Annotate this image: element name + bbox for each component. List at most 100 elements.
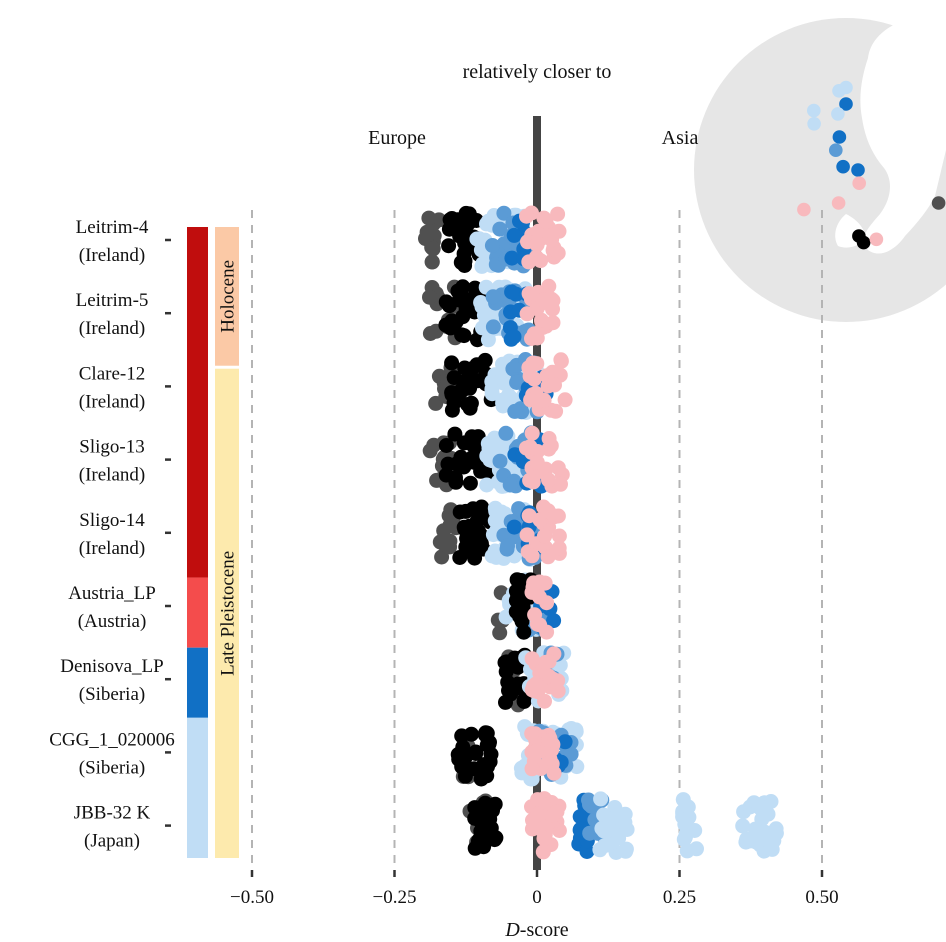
data-point bbox=[593, 791, 609, 807]
map-site-8 bbox=[836, 159, 850, 174]
x-axis: −0.50 −0.25 0 0.25 0.50 bbox=[230, 870, 839, 908]
data-point bbox=[492, 453, 508, 469]
data-point bbox=[541, 472, 556, 488]
data-point bbox=[491, 506, 507, 522]
data-point bbox=[763, 794, 779, 809]
data-point bbox=[524, 548, 540, 564]
zero-line bbox=[533, 116, 541, 870]
data-point bbox=[456, 328, 472, 344]
data-point bbox=[519, 527, 535, 543]
data-point bbox=[483, 746, 499, 762]
sample-name-0: Leitrim-4 bbox=[76, 217, 149, 238]
data-point bbox=[526, 326, 542, 342]
data-point bbox=[484, 381, 500, 397]
period-band-1 bbox=[215, 368, 239, 858]
data-point bbox=[546, 613, 562, 629]
data-point bbox=[680, 799, 696, 815]
map-site-4 bbox=[807, 103, 821, 118]
europe-label: Europe bbox=[368, 127, 426, 149]
data-point bbox=[497, 655, 513, 670]
map-site-16 bbox=[869, 232, 884, 247]
data-point bbox=[536, 831, 552, 847]
data-point bbox=[532, 589, 547, 605]
data-point bbox=[540, 549, 556, 565]
data-point bbox=[457, 750, 473, 766]
data-point bbox=[438, 438, 454, 453]
data-point bbox=[444, 211, 460, 226]
sample-name-3: Sligo-13 bbox=[79, 437, 144, 458]
data-point bbox=[735, 818, 751, 834]
cluster-7 bbox=[450, 719, 585, 787]
period-band-0 bbox=[215, 227, 239, 366]
data-point bbox=[463, 544, 479, 560]
data-point bbox=[534, 312, 549, 328]
data-point bbox=[509, 572, 525, 588]
data-point bbox=[422, 443, 438, 459]
data-point bbox=[679, 843, 695, 859]
data-point bbox=[541, 733, 557, 749]
data-point bbox=[421, 210, 437, 226]
sample-region-5: (Austria) bbox=[78, 611, 147, 632]
data-point bbox=[618, 843, 634, 859]
data-point bbox=[469, 504, 485, 520]
data-point bbox=[551, 540, 567, 556]
data-point bbox=[484, 238, 500, 253]
map-site-9 bbox=[851, 163, 865, 177]
sample-region-6: (Siberia) bbox=[79, 684, 145, 705]
x-tick-label-3: 0.25 bbox=[663, 887, 696, 908]
data-point bbox=[569, 759, 585, 775]
data-point bbox=[442, 518, 458, 533]
data-point bbox=[519, 306, 535, 322]
sample-name-1: Leitrim-5 bbox=[76, 290, 149, 311]
data-point bbox=[550, 245, 566, 261]
data-point bbox=[537, 528, 553, 544]
data-point bbox=[579, 844, 595, 859]
data-point bbox=[617, 806, 633, 822]
cluster-4 bbox=[432, 499, 567, 567]
data-point bbox=[479, 477, 495, 493]
data-point bbox=[550, 206, 566, 222]
data-point bbox=[528, 676, 544, 692]
data-point bbox=[447, 426, 463, 442]
data-point bbox=[476, 307, 492, 323]
sample-region-1: (Ireland) bbox=[79, 318, 145, 339]
data-point bbox=[543, 438, 559, 454]
data-point bbox=[551, 528, 567, 544]
cluster-5 bbox=[490, 572, 562, 641]
data-point bbox=[551, 223, 567, 239]
map-site-3 bbox=[831, 107, 845, 121]
x-tick-label-4: 0.50 bbox=[805, 887, 838, 908]
map-site-12 bbox=[797, 202, 811, 217]
data-point bbox=[524, 651, 540, 667]
data-point bbox=[544, 364, 560, 380]
sample-name-5: Austria_LP bbox=[68, 583, 156, 604]
group-bar-3 bbox=[187, 717, 208, 858]
period-label-1: Late Pleistocene bbox=[217, 551, 238, 676]
data-point bbox=[535, 844, 551, 860]
data-point bbox=[532, 617, 548, 633]
map-site-5 bbox=[807, 117, 821, 131]
data-point bbox=[476, 762, 491, 778]
data-point bbox=[422, 326, 438, 341]
data-point bbox=[457, 235, 473, 251]
group-bar-0 bbox=[187, 227, 208, 578]
map-sites bbox=[797, 80, 946, 250]
data-point bbox=[676, 831, 692, 847]
map-site-10 bbox=[852, 176, 866, 190]
data-point bbox=[538, 654, 554, 670]
cluster-6 bbox=[497, 645, 572, 713]
data-point bbox=[547, 509, 563, 525]
data-point bbox=[469, 332, 485, 348]
period-bands: Holocene Late Pleistocene bbox=[187, 227, 239, 858]
data-point bbox=[524, 425, 540, 441]
data-point bbox=[739, 831, 755, 847]
cluster-0 bbox=[418, 205, 567, 274]
x-tick-label-0: −0.50 bbox=[230, 887, 274, 908]
cluster-3 bbox=[422, 425, 570, 494]
data-point bbox=[477, 352, 493, 368]
data-point bbox=[504, 250, 520, 266]
map-site-11 bbox=[831, 196, 846, 210]
data-point bbox=[496, 205, 512, 221]
data-point bbox=[463, 726, 479, 742]
data-point bbox=[480, 213, 496, 229]
